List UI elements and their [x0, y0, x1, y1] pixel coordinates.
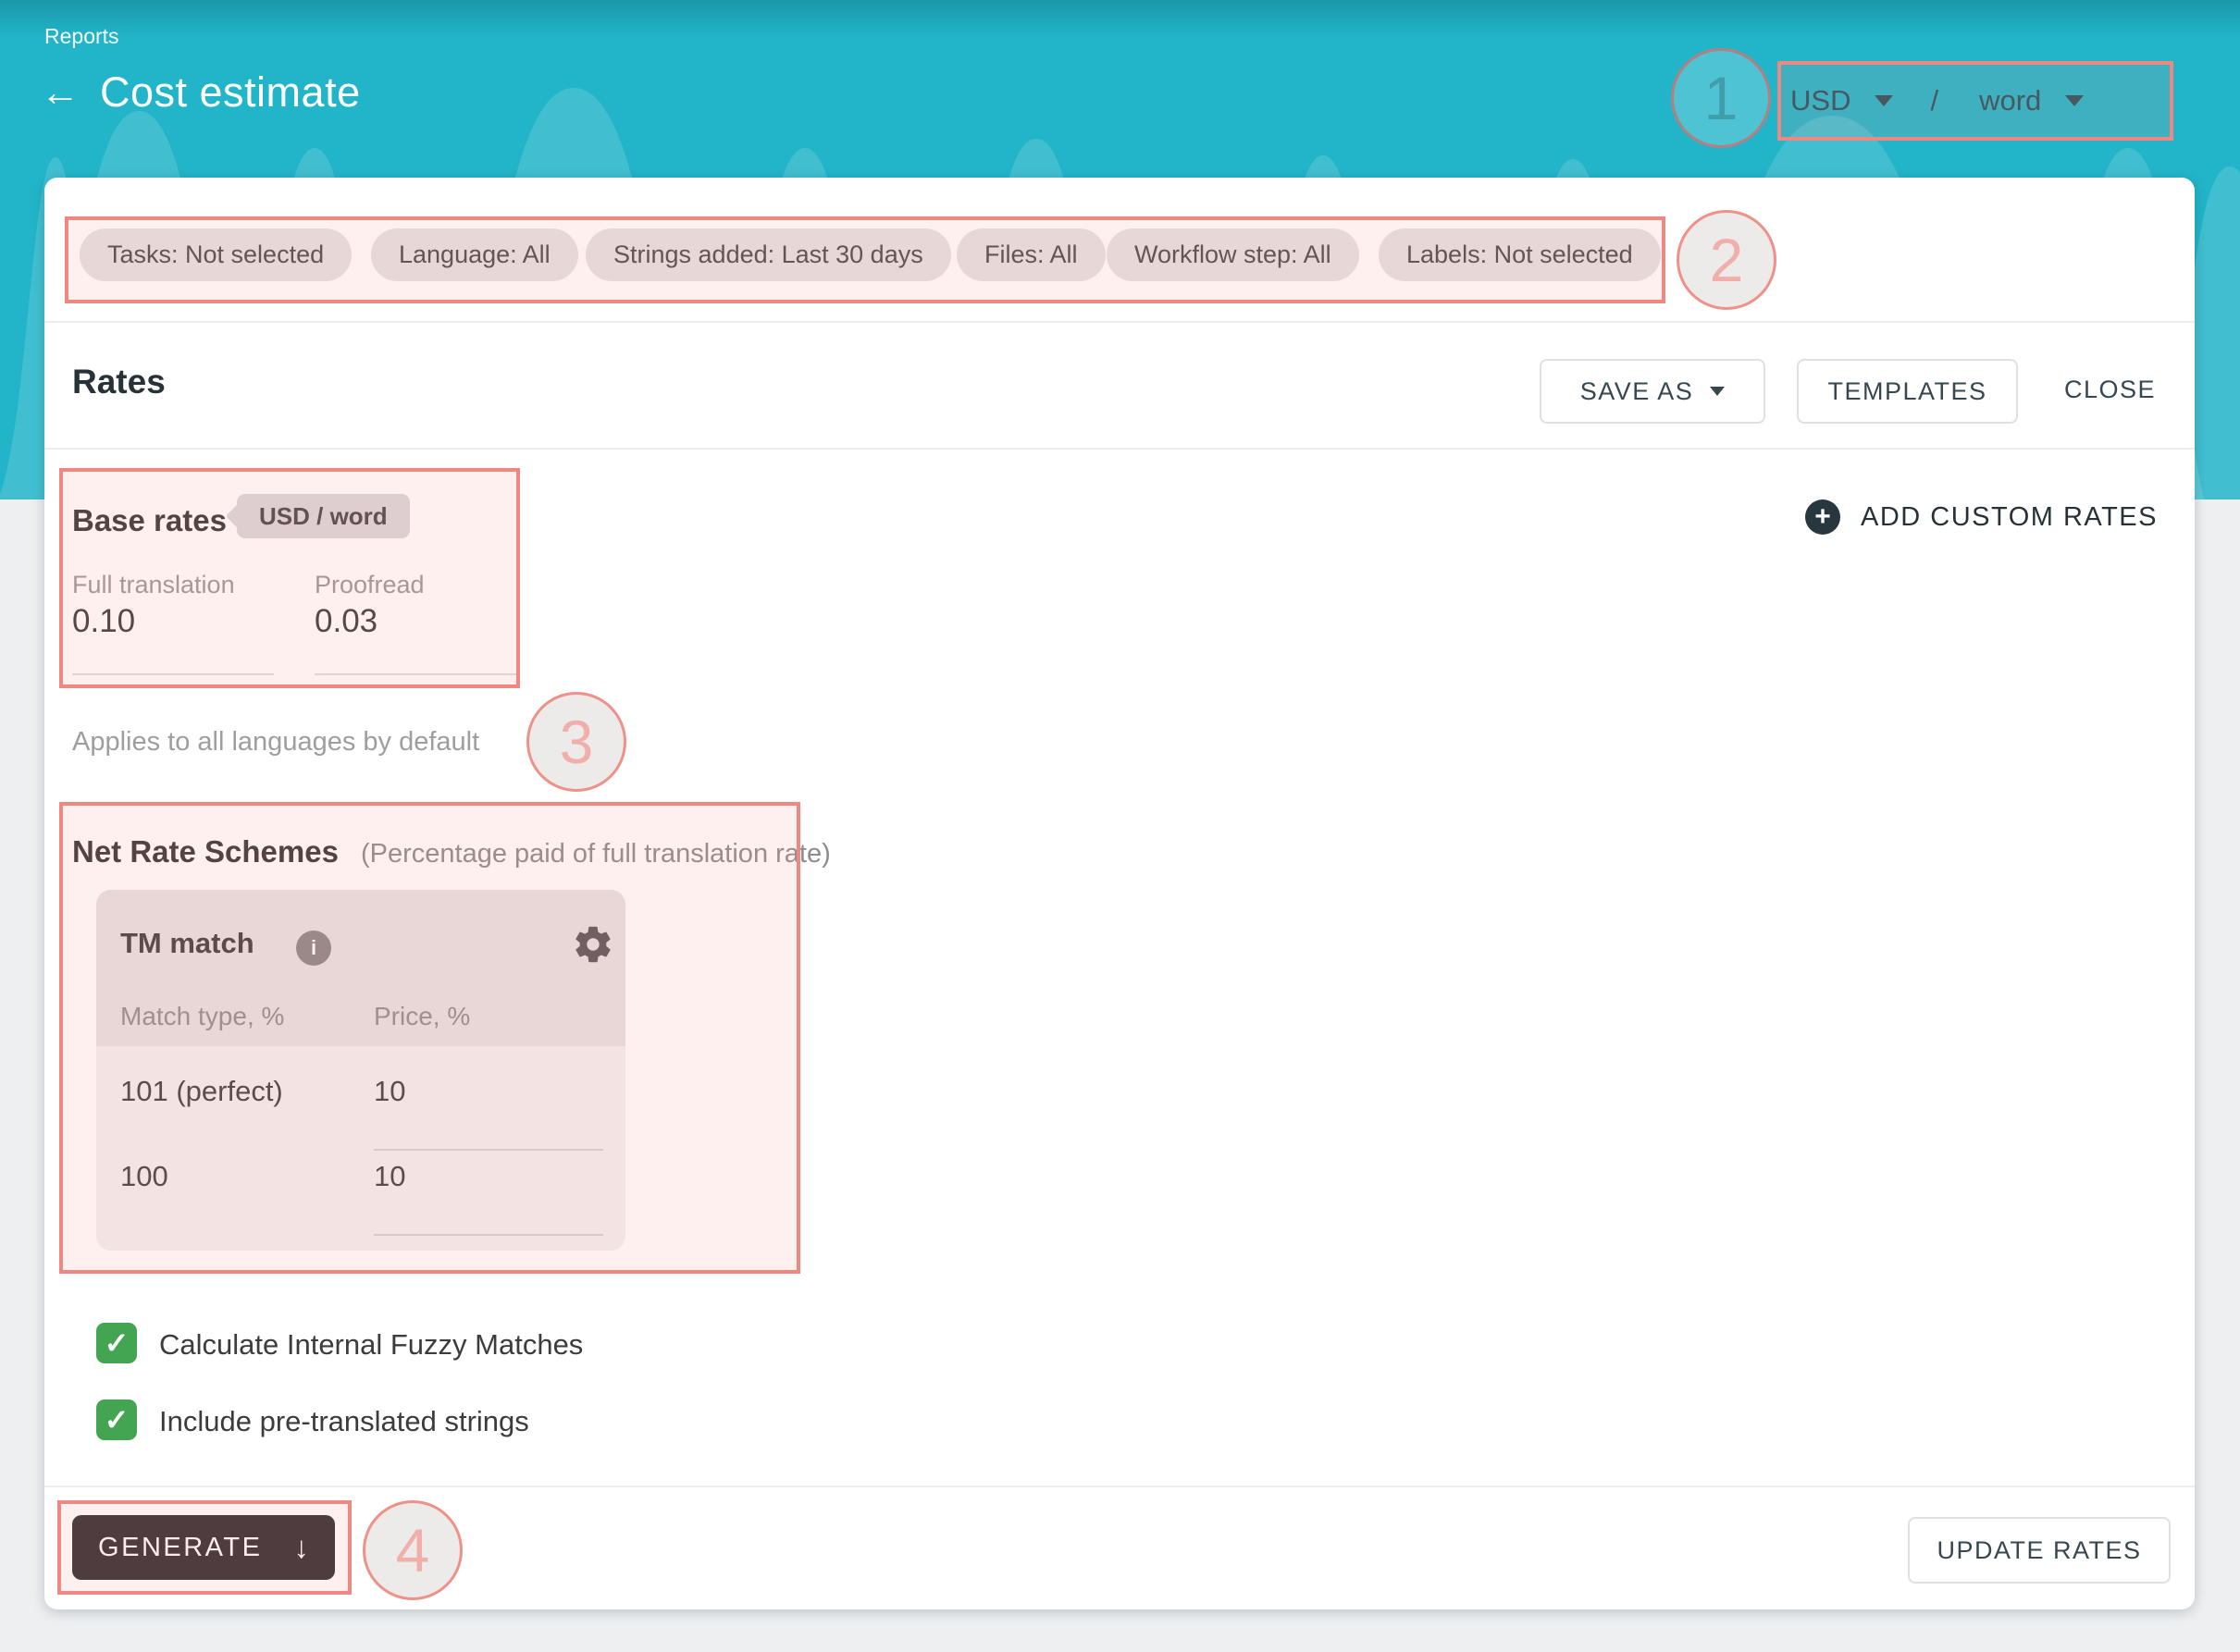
column-header-match-type: Match type, % [120, 1002, 285, 1030]
update-rates-button[interactable]: UPDATE RATES [1908, 1517, 2171, 1584]
proofread-label: Proofread [315, 571, 425, 598]
templates-button[interactable]: TEMPLATES [1797, 359, 2018, 424]
close-button[interactable]: CLOSE [2064, 375, 2157, 403]
net-rate-schemes-title: Net Rate Schemes [72, 834, 339, 869]
checkbox-include-pretranslated-label: Include pre-translated strings [159, 1405, 529, 1437]
checkbox-calculate-fuzzy-label: Calculate Internal Fuzzy Matches [159, 1328, 584, 1361]
filter-chip-tasks[interactable]: Tasks: Not selected [80, 228, 353, 281]
filter-chip-labels[interactable]: Labels: Not selected [1379, 228, 1661, 281]
match-row-100-price-input[interactable] [374, 1160, 603, 1236]
tm-match-card: TM match i Match type, % Price, % 101 (p… [96, 890, 625, 1251]
full-translation-input[interactable] [72, 603, 274, 675]
info-icon[interactable]: i [296, 931, 331, 966]
generate-button[interactable]: GENERATE ↓ [72, 1515, 335, 1580]
generate-label: GENERATE [98, 1532, 263, 1562]
chevron-down-icon [1875, 95, 1894, 106]
net-rate-schemes-header: Net Rate Schemes (Percentage paid of ful… [72, 834, 831, 869]
checkbox-include-pretranslated[interactable]: ✓ [96, 1399, 137, 1440]
match-row-101-label: 101 (perfect) [120, 1075, 283, 1107]
match-row-101-price-input[interactable] [374, 1075, 603, 1151]
page-title: Cost estimate [100, 68, 361, 116]
annotation-circle-2: 2 [1677, 210, 1776, 310]
currency-unit-badge: USD / word [237, 494, 410, 538]
base-rates-title: Base rates [72, 503, 227, 537]
gear-icon[interactable] [572, 923, 614, 966]
annotation-circle-4: 4 [363, 1500, 463, 1600]
page-title-row: ← Cost estimate [41, 68, 361, 117]
tm-match-title: TM match [120, 927, 254, 959]
chevron-down-icon [2065, 95, 2085, 106]
annotation-circle-3: 3 [526, 692, 626, 792]
header-shade [0, 0, 2240, 39]
chevron-down-icon [1710, 387, 1726, 396]
add-custom-rates-button[interactable]: + ADD CUSTOM RATES [1804, 499, 2158, 535]
currency-value: USD [1790, 84, 1851, 117]
filter-chip-files[interactable]: Files: All [957, 228, 1106, 281]
plus-icon: + [1804, 499, 1840, 535]
rates-title: Rates [72, 363, 166, 401]
unit-select[interactable]: word [1970, 84, 2093, 117]
separator: / [1930, 84, 1939, 117]
divider [44, 448, 2195, 450]
net-rate-schemes-subtitle: (Percentage paid of full translation rat… [360, 839, 831, 869]
filter-chip-workflow-step[interactable]: Workflow step: All [1107, 228, 1359, 281]
report-unit-controls: USD / word [1781, 65, 2170, 137]
tm-match-card-header [96, 890, 625, 1046]
save-as-label: SAVE AS [1579, 376, 1694, 405]
update-rates-label: UPDATE RATES [1937, 1535, 2142, 1564]
unit-value: word [1979, 84, 2042, 117]
match-row-100-label: 100 [120, 1160, 168, 1192]
base-rates-note: Applies to all languages by default [72, 727, 480, 757]
proofread-input[interactable] [315, 603, 516, 675]
divider [44, 1486, 2195, 1487]
cost-estimate-card: Tasks: Not selected Language: All String… [44, 178, 2195, 1609]
save-as-button[interactable]: SAVE AS [1540, 359, 1765, 424]
breadcrumb[interactable]: Reports [44, 24, 119, 48]
back-icon[interactable]: ← [41, 70, 80, 114]
filter-chip-language[interactable]: Language: All [371, 228, 578, 281]
check-icon: ✓ [104, 1326, 130, 1360]
templates-label: TEMPLATES [1827, 376, 1987, 405]
check-icon: ✓ [104, 1403, 130, 1436]
divider [44, 321, 2195, 323]
filter-chip-strings-added[interactable]: Strings added: Last 30 days [586, 228, 951, 281]
full-translation-label: Full translation [72, 571, 235, 598]
add-custom-rates-label: ADD CUSTOM RATES [1860, 501, 2158, 532]
checkbox-calculate-fuzzy[interactable]: ✓ [96, 1323, 137, 1363]
currency-select[interactable]: USD [1781, 84, 1902, 117]
column-header-price: Price, % [374, 1002, 471, 1030]
arrow-down-icon: ↓ [293, 1530, 309, 1564]
